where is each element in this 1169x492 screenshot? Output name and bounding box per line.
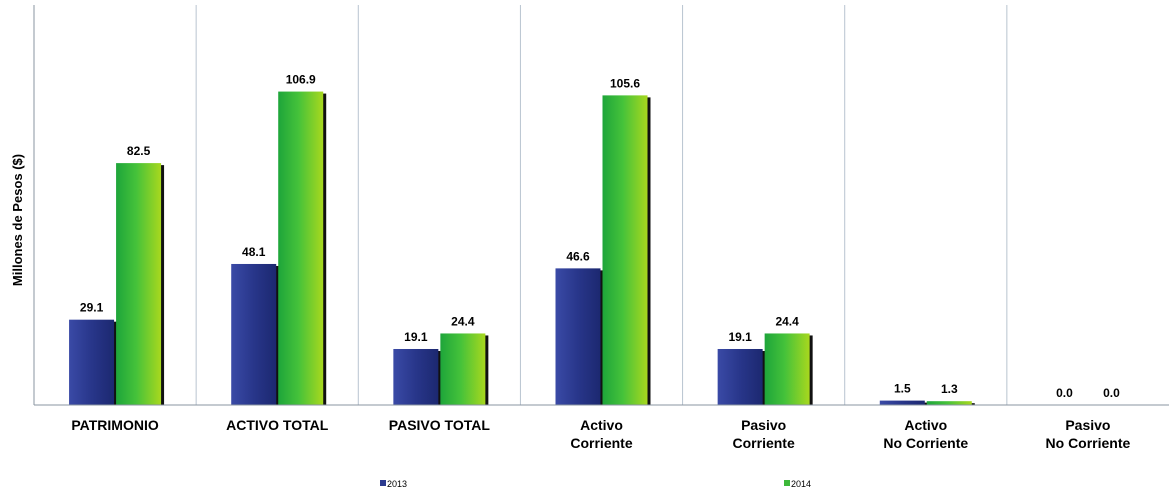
bar-2013 (393, 348, 439, 405)
data-label-2014: 24.4 (451, 314, 475, 328)
category-label: Pasivo (741, 417, 786, 433)
data-label-2013: 19.1 (728, 330, 752, 344)
bar-2013 (231, 263, 277, 405)
category-label: ACTIVO TOTAL (226, 417, 329, 433)
bar-2014 (278, 91, 324, 405)
data-label-2014: 106.9 (286, 73, 316, 87)
bar-2014 (764, 333, 810, 405)
legend-label-2014: 2014 (791, 479, 811, 489)
data-label-2014: 1.3 (941, 382, 958, 396)
bar-2014 (602, 95, 648, 405)
legend-label-2013: 2013 (387, 479, 407, 489)
bar-2014 (116, 163, 162, 405)
legend-swatch-2013 (380, 480, 386, 486)
data-label-2013: 48.1 (242, 245, 266, 259)
data-label-2013: 46.6 (566, 249, 590, 263)
y-axis-label: Millones de Pesos ($) (10, 154, 25, 286)
legend: 2013 2014 (380, 479, 811, 489)
plot-area: 29.1 82.5 PATRIMONIO 48.1 106.9 ACTIVO TOTAL 1… (33, 5, 1169, 451)
category-label: Pasivo (1065, 417, 1110, 433)
category-label: PASIVO TOTAL (389, 417, 491, 433)
data-label-2013: 19.1 (404, 330, 428, 344)
category-label: Activo (580, 417, 623, 433)
data-label-2014: 24.4 (775, 314, 799, 328)
legend-swatch-2014 (784, 480, 790, 486)
category-label: Activo (904, 417, 947, 433)
category-label: Corriente (733, 435, 795, 451)
bar-2014 (926, 401, 972, 405)
bar-2013 (555, 268, 601, 405)
data-label-2014: 82.5 (127, 144, 151, 158)
data-label-2014: 0.0 (1103, 386, 1120, 400)
data-label-2013: 1.5 (894, 382, 911, 396)
category-label: No Corriente (1046, 435, 1131, 451)
category-label: No Corriente (883, 435, 968, 451)
category-label: PATRIMONIO (71, 417, 158, 433)
bar-2014 (440, 333, 486, 405)
bar-2013 (717, 348, 763, 405)
data-label-2013: 29.1 (80, 301, 104, 315)
data-label-2013: 0.0 (1056, 386, 1073, 400)
category-label: Corriente (570, 435, 632, 451)
data-label-2014: 105.6 (610, 76, 640, 90)
bar-2013 (69, 319, 115, 405)
bar-2013 (879, 400, 925, 405)
